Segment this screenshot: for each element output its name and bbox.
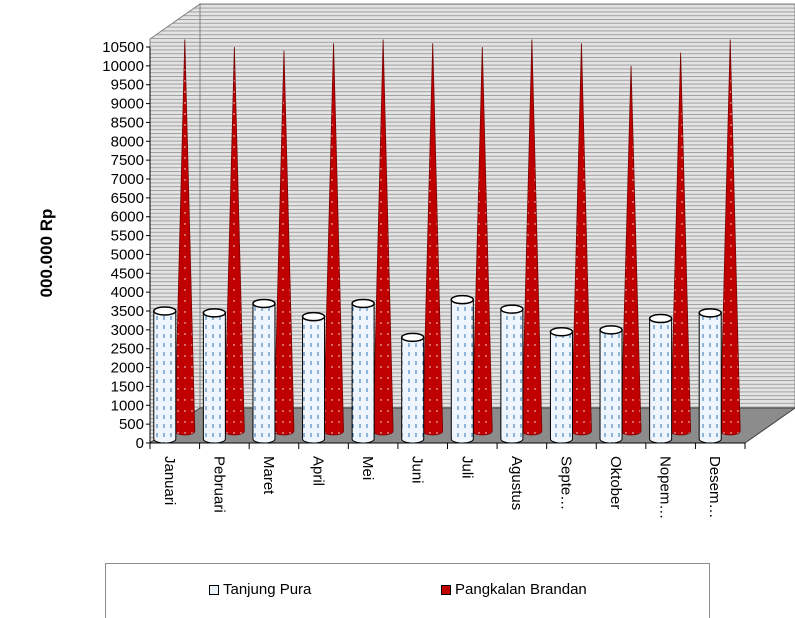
bar-series-1 [500, 308, 524, 444]
bar-series-1-top [252, 298, 276, 309]
x-tick-label: Oktober [607, 456, 624, 509]
y-tick-label: 10000 [102, 58, 144, 75]
x-tick-label: Januari [161, 456, 178, 505]
y-tick-label: 4500 [111, 265, 144, 282]
x-tick-label: Maret [260, 456, 277, 495]
bar-series-1-top [648, 313, 673, 324]
legend-item-series-2: Pangkalan Brandan [441, 581, 587, 598]
bar-series-1-top [301, 311, 326, 322]
bar-series-1 [302, 316, 326, 444]
y-tick-label: 9000 [111, 96, 144, 113]
x-tick-label: April [310, 456, 327, 486]
bar-series-1 [698, 312, 722, 444]
legend-item-series-1: Tanjung Pura [209, 581, 311, 598]
x-tick-label: Agustus [508, 456, 525, 510]
bar-series-1-top [450, 294, 475, 305]
bar-series-1-top [153, 306, 177, 316]
bar-series-1-top [549, 326, 574, 337]
y-tick-label: 9500 [111, 77, 144, 94]
x-tick-label: Juli [458, 456, 475, 479]
x-tick-label: Nopem… [657, 456, 674, 519]
x-tick-label: Mei [359, 456, 376, 480]
bar-series-1 [549, 331, 573, 444]
y-tick-label: 2500 [111, 341, 144, 358]
y-tick-label: 8000 [111, 133, 144, 150]
bar-series-1 [649, 318, 673, 444]
bar-series-1 [153, 310, 177, 444]
legend: Tanjung Pura Pangkalan Brandan [105, 563, 710, 618]
legend-label-series-2: Pangkalan Brandan [455, 581, 587, 598]
legend-label-series-1: Tanjung Pura [223, 581, 312, 598]
bar-series-1 [450, 299, 474, 444]
legend-swatch-series-1 [209, 584, 219, 595]
y-tick-label: 1000 [111, 397, 144, 414]
x-axis: Januari Pebruari Maret April Mei Juni Juli Agus… [149, 442, 746, 519]
y-tick-label: 4000 [111, 284, 144, 301]
y-tick-label: 500 [119, 416, 144, 433]
y-tick-label: 2000 [111, 360, 144, 377]
y-tick-label: 5500 [111, 228, 144, 245]
bar-series-1-top [400, 332, 425, 343]
x-tick-label: Pebruari [210, 456, 227, 513]
bar-series-1-top [599, 325, 623, 335]
plot-marks [153, 39, 741, 444]
bar-series-1 [202, 312, 226, 444]
y-tick-label: 10500 [102, 39, 144, 56]
x-tick-label: Desem… [706, 456, 723, 519]
y-axis-label: 000.000 Rp [37, 209, 56, 298]
x-tick-label: Juni [409, 456, 426, 484]
y-tick-label: 3500 [111, 303, 144, 320]
y-tick-label: 8500 [111, 114, 144, 131]
bar-series-1-top [500, 304, 524, 314]
bar-series-1 [252, 302, 276, 444]
y-tick-label: 6500 [111, 190, 144, 207]
y-tick-label: 5000 [111, 246, 144, 263]
y-tick-label: 6000 [111, 209, 144, 226]
bar-series-1-top [698, 308, 722, 318]
bar-series-1-top [351, 298, 375, 309]
x-tick-label: Septe… [557, 456, 574, 510]
y-tick-label: 7000 [111, 171, 144, 188]
y-tick-label: 1500 [111, 378, 144, 395]
bar-series-1 [401, 336, 425, 444]
bar-series-1 [599, 329, 623, 444]
legend-swatch-series-2 [441, 584, 451, 595]
bar-series-1 [351, 302, 375, 444]
bar-series-1-top [202, 308, 227, 318]
y-tick-label: 3000 [111, 322, 144, 339]
y-tick-label: 7500 [111, 152, 144, 169]
y-tick-label: 0 [136, 435, 144, 452]
